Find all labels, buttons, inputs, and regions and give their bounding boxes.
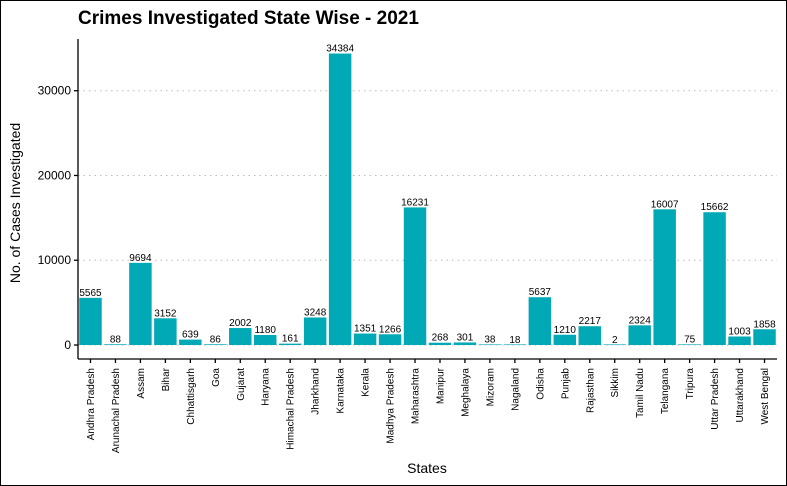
data-label: 2217 — [579, 316, 602, 327]
data-label: 639 — [182, 330, 199, 341]
data-label: 5565 — [79, 288, 102, 299]
bar — [229, 328, 252, 346]
chart-title: Crimes Investigated State Wise - 2021 — [78, 8, 419, 29]
x-tick-label: Himachal Pradesh — [286, 368, 297, 450]
data-label: 18 — [509, 335, 521, 346]
data-label: 1210 — [554, 325, 577, 336]
bar — [728, 336, 751, 346]
x-tick-label: Mizoram — [485, 368, 496, 406]
bar — [303, 317, 327, 346]
y-tick-label: 10000 — [38, 253, 72, 267]
x-tick-label: Andhra Pradesh — [86, 368, 97, 440]
data-label: 16231 — [401, 197, 429, 208]
bar — [753, 329, 776, 346]
bar — [253, 335, 277, 346]
data-label: 268 — [432, 333, 449, 344]
data-label: 3152 — [154, 308, 177, 319]
bar — [154, 318, 177, 346]
x-tick-label: Sikkim — [610, 368, 621, 397]
data-label: 1351 — [354, 324, 377, 335]
x-tick-label: Goa — [211, 368, 222, 387]
data-label: 2 — [612, 335, 618, 346]
bar — [678, 344, 701, 346]
bar — [478, 344, 502, 346]
x-tick-label: Maharashtra — [411, 368, 422, 425]
y-tick-label: 30000 — [38, 84, 72, 98]
bar — [353, 333, 377, 346]
bar — [628, 325, 651, 346]
x-tick-label: Uttarakhand — [735, 368, 746, 422]
bar — [453, 342, 477, 346]
x-tick-label: Punjab — [560, 368, 571, 400]
bar — [503, 344, 527, 346]
data-label: 2324 — [629, 315, 652, 326]
bar — [428, 342, 452, 346]
x-tick-label: Uttar Pradesh — [710, 368, 721, 430]
x-tick-label: Kerala — [361, 368, 372, 397]
bar — [378, 334, 402, 346]
x-tick-label: Haryana — [261, 368, 272, 406]
x-tick-label: Odisha — [535, 368, 546, 400]
x-tick-label: Manipur — [435, 367, 446, 404]
data-label: 1266 — [379, 324, 402, 335]
data-label: 15662 — [701, 202, 729, 213]
data-label: 75 — [684, 334, 696, 345]
x-axis: Andhra Pradesh Arunachal Pradesh Assam Biha… — [78, 358, 777, 453]
x-tick-label: Tripura — [685, 368, 696, 400]
bar — [653, 209, 676, 346]
bar — [104, 344, 127, 346]
x-tick-label: Madhya Pradesh — [386, 368, 397, 444]
x-tick-label: Meghalaya — [460, 368, 471, 417]
x-axis-title: States — [407, 460, 447, 476]
y-axis-title: No. of Cases Investigated — [7, 123, 23, 283]
data-label: 38 — [484, 335, 496, 346]
y-tick-label: 20000 — [38, 168, 72, 182]
data-label: 34384 — [326, 44, 354, 55]
data-label: 3248 — [304, 307, 327, 318]
data-label: 1858 — [753, 319, 776, 330]
bar — [179, 339, 202, 346]
x-tick-label: Rajasthan — [585, 368, 596, 413]
bar — [703, 212, 726, 346]
bar — [129, 262, 152, 346]
data-label: 9694 — [129, 253, 152, 264]
y-tick-label: 0 — [64, 338, 71, 352]
x-tick-label: Assam — [136, 368, 147, 399]
data-label: 86 — [210, 334, 222, 345]
x-tick-label: Chhattisgarh — [186, 368, 197, 425]
x-tick-label: Bihar — [161, 367, 172, 391]
x-tick-label: Nagaland — [510, 368, 521, 411]
data-label: 1003 — [728, 327, 751, 338]
bar — [528, 297, 552, 346]
bar — [328, 53, 352, 346]
x-tick-label: Arunachal Pradesh — [111, 368, 122, 453]
x-tick-label: Telangana — [660, 368, 671, 415]
data-label: 5637 — [529, 287, 552, 298]
data-label: 161 — [282, 334, 299, 345]
x-tick-label: Jharkhand — [311, 368, 322, 415]
bar — [603, 344, 626, 346]
x-tick-label: West Bengal — [760, 368, 771, 425]
bar — [578, 326, 602, 346]
bar — [553, 334, 577, 346]
x-tick-label: Gujarat — [236, 368, 247, 401]
data-label: 88 — [110, 334, 122, 345]
data-label: 1180 — [254, 325, 276, 336]
bars — [79, 53, 776, 346]
data-label: 16007 — [651, 199, 679, 210]
x-tick-label: Tamil Nadu — [635, 368, 646, 418]
bar — [278, 343, 302, 346]
bar — [403, 207, 427, 346]
bar — [204, 344, 227, 346]
y-axis: 0 10000 20000 30000 — [38, 39, 79, 359]
data-label: 2002 — [229, 318, 252, 329]
bar — [79, 297, 102, 346]
data-label: 301 — [457, 332, 474, 343]
x-tick-label: Karnataka — [336, 368, 347, 414]
